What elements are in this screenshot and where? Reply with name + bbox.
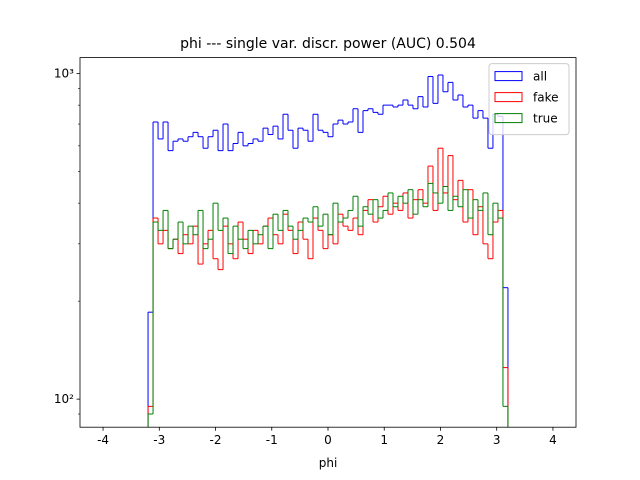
y-tick-label: 10³ [54, 67, 74, 81]
histogram-series [147, 74, 509, 428]
legend-box [488, 63, 570, 136]
legend-swatch [494, 71, 523, 82]
x-axis-label: phi [319, 456, 338, 470]
x-tick-label: 0 [324, 433, 332, 447]
histogram-series [147, 182, 509, 428]
legend-label: all [533, 70, 547, 84]
y-tick-label: 10² [54, 392, 74, 406]
x-tick-label: -2 [210, 433, 222, 447]
x-tick-label: 4 [549, 433, 557, 447]
legend-swatch [494, 113, 523, 124]
x-tick-label: 1 [380, 433, 388, 447]
histogram-series [147, 147, 509, 428]
x-tick-label: -3 [153, 433, 165, 447]
legend-swatch [494, 92, 523, 103]
x-tick-label: -4 [97, 433, 109, 447]
x-tick-label: 2 [437, 433, 445, 447]
chart-title: phi --- single var. discr. power (AUC) 0… [180, 36, 476, 52]
legend-label: true [533, 112, 558, 126]
x-tick-label: 3 [493, 433, 501, 447]
x-tick-label: -1 [266, 433, 278, 447]
plot-area [147, 74, 509, 428]
legend-label: fake [533, 91, 558, 105]
